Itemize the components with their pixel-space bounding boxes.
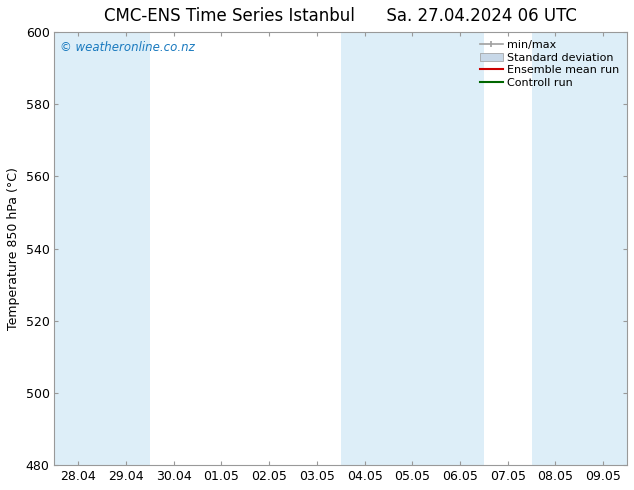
Bar <box>436 32 484 465</box>
Bar <box>340 32 389 465</box>
Bar <box>531 32 579 465</box>
Y-axis label: Temperature 850 hPa (°C): Temperature 850 hPa (°C) <box>7 167 20 330</box>
Title: CMC-ENS Time Series Istanbul      Sa. 27.04.2024 06 UTC: CMC-ENS Time Series Istanbul Sa. 27.04.2… <box>104 7 577 25</box>
Legend: min/max, Standard deviation, Ensemble mean run, Controll run: min/max, Standard deviation, Ensemble me… <box>476 35 624 93</box>
Text: © weatheronline.co.nz: © weatheronline.co.nz <box>60 41 195 54</box>
Bar <box>102 32 150 465</box>
Bar <box>55 32 102 465</box>
Bar <box>389 32 436 465</box>
Bar <box>579 32 627 465</box>
